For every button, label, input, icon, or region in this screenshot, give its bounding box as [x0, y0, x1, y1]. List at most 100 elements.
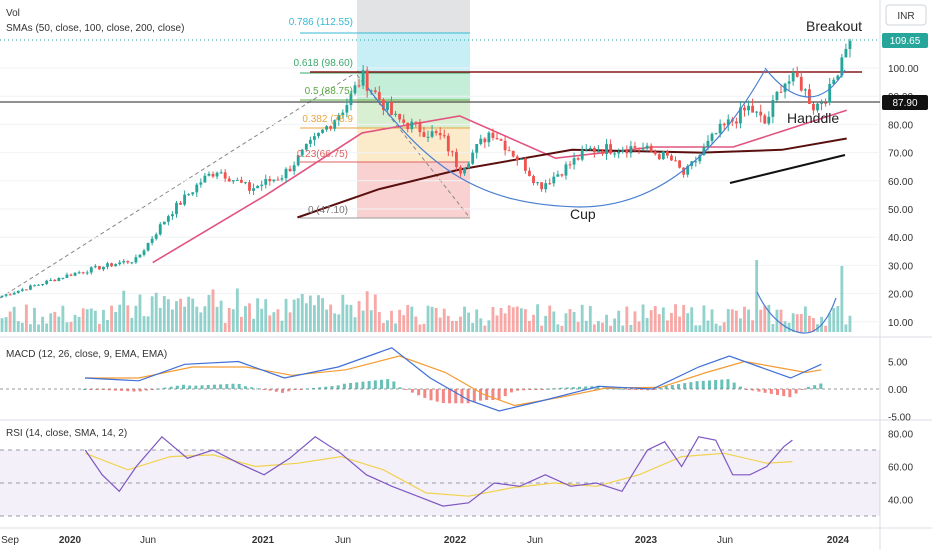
volume-bar	[714, 323, 718, 332]
macd-histogram-bar	[404, 389, 408, 390]
macd-histogram-bar	[707, 380, 711, 389]
volume-bar	[410, 306, 414, 332]
candle-body	[491, 132, 495, 138]
volume-bar	[102, 309, 105, 332]
macd-histogram-bar	[571, 387, 575, 389]
candle-body	[276, 179, 280, 181]
macd-histogram-bar	[646, 389, 650, 391]
candle-body	[751, 105, 755, 113]
candle-body	[398, 113, 402, 120]
volume-bar	[568, 309, 572, 332]
candle-body	[41, 283, 45, 285]
candle-body	[102, 266, 105, 270]
macd-histogram-bar	[522, 389, 526, 391]
candle-body	[0, 295, 4, 297]
macd-histogram-bar	[175, 385, 179, 389]
volume-bar	[779, 309, 783, 332]
volume-bar	[629, 324, 633, 332]
candle-body	[463, 168, 466, 174]
macd-histogram-bar	[503, 389, 507, 397]
candle-body	[726, 119, 730, 126]
volume-bar	[690, 307, 694, 332]
price-tick-label: 30.00	[888, 261, 913, 272]
candle-body	[812, 103, 815, 111]
macd-histogram-bar	[256, 388, 260, 390]
volume-bar	[292, 299, 296, 332]
volume-bar	[528, 320, 531, 332]
macd-histogram-bar	[212, 384, 216, 389]
volume-bar	[499, 307, 503, 332]
volume-bar	[345, 304, 349, 332]
sma50-line	[152, 109, 847, 264]
candle-body	[373, 90, 377, 93]
price-tick-label: 50.00	[888, 205, 913, 216]
volume-bar	[698, 325, 702, 332]
candle-body	[239, 179, 243, 183]
macd-histogram-bar	[701, 380, 705, 389]
price-tick-label: 10.00	[888, 318, 913, 329]
volume-bar	[329, 304, 333, 332]
macd-histogram-bar	[615, 388, 619, 390]
candle-body	[848, 40, 852, 49]
macd-histogram-bar	[398, 387, 402, 389]
volume-bar	[268, 315, 272, 332]
macd-histogram-bar	[578, 386, 582, 389]
volume-bar	[223, 322, 227, 332]
macd-histogram-bar	[342, 383, 346, 389]
rsi-line	[84, 435, 793, 507]
volume-bar	[544, 315, 548, 332]
volume-bar	[645, 317, 649, 332]
candle-body	[296, 155, 300, 166]
price-tick-label: 60.00	[888, 177, 913, 188]
macd-histogram-bar	[794, 389, 798, 394]
candle-body	[211, 173, 215, 177]
volume-bar	[519, 308, 523, 332]
candle-body	[795, 72, 799, 77]
volume-bar	[369, 310, 373, 332]
candle-body	[20, 289, 24, 291]
macd-histogram-bar	[813, 385, 817, 389]
candle-body	[588, 148, 592, 150]
candle-body	[134, 257, 138, 263]
volume-bar	[734, 310, 738, 332]
candle-body	[264, 178, 268, 185]
volume-bar	[65, 322, 69, 332]
macd-histogram-bar	[299, 389, 303, 390]
candle-body	[252, 188, 255, 191]
volume-bar	[523, 309, 527, 332]
macd-histogram-bar	[726, 379, 730, 389]
volume-bar	[434, 307, 438, 332]
macd-histogram-bar	[819, 383, 823, 389]
candle-body	[528, 170, 531, 176]
volume-bar	[588, 306, 592, 332]
macd-histogram-bar	[386, 379, 390, 389]
candle-body	[386, 101, 389, 110]
macd-histogram-bar	[250, 387, 254, 389]
candle-body	[179, 202, 182, 205]
candle-body	[747, 105, 750, 111]
volume-bar	[4, 317, 8, 332]
volume-bar	[836, 306, 840, 332]
candle-body	[183, 194, 187, 205]
rsi-tick-label: 40.00	[888, 496, 913, 507]
volume-bar	[304, 303, 308, 332]
time-tick-label: Sep	[1, 535, 19, 546]
volume-bar	[45, 323, 49, 332]
volume-bar	[840, 266, 844, 332]
currency-button[interactable]	[885, 4, 927, 26]
macd-histogram-bar	[274, 389, 278, 392]
macd-histogram-bar	[373, 380, 377, 389]
macd-histogram-bar	[448, 389, 452, 404]
volume-bar	[686, 313, 690, 332]
candle-body	[369, 90, 373, 92]
macd-histogram-bar	[231, 383, 235, 389]
volume-bar	[661, 307, 665, 332]
candle-body	[459, 167, 462, 174]
macd-histogram-bar	[454, 389, 458, 404]
volume-bar	[235, 288, 239, 332]
rsi-ma-line	[84, 452, 793, 497]
macd-pane	[83, 347, 823, 412]
macd-histogram-bar	[559, 387, 563, 389]
candle-body	[89, 267, 93, 273]
volume-bar	[678, 316, 681, 332]
